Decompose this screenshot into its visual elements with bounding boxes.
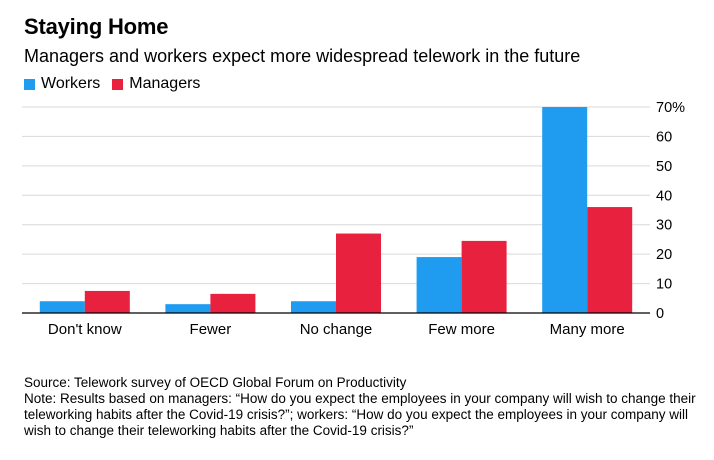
x-tick-label-3: Few more [428, 321, 495, 338]
chart-subtitle: Managers and workers expect more widespr… [24, 46, 581, 66]
y-tick-label-30: 30 [656, 218, 672, 234]
bar-workers-1 [165, 304, 211, 313]
x-tick-label-4: Many more [550, 321, 625, 338]
bar-managers-0 [84, 290, 130, 313]
y-tick-label-0: 0 [656, 306, 664, 322]
legend-swatch-managers [112, 78, 124, 90]
legend-item-workers: Workers [24, 75, 100, 93]
y-tick-label-10: 10 [656, 277, 672, 293]
x-tick-label-1: Fewer [190, 321, 232, 338]
legend-label-managers: Managers [129, 75, 201, 92]
methodology-note: Note: Results based on managers: “How do… [24, 391, 696, 438]
legend-swatch-workers [24, 78, 35, 90]
legend-label-workers: Workers [41, 75, 101, 92]
x-tick-label-0: Don't know [48, 321, 122, 338]
y-tick-label-20: 20 [656, 247, 672, 263]
y-tick-label-70: 70% [656, 100, 685, 116]
bar-workers-0 [39, 301, 85, 313]
bar-workers-2 [291, 301, 336, 313]
bar-workers-3 [416, 257, 462, 313]
bar-chart: 0 10 20 30 40 50 60 70% Don't know Fewer No change… [22, 100, 685, 338]
footer: Source: Telework survey of OECD Global F… [24, 375, 704, 439]
legend-item-managers: Managers [112, 75, 200, 93]
legend: Workers Managers [24, 75, 212, 93]
bar-managers-4 [587, 207, 633, 313]
y-tick-label-60: 60 [656, 129, 672, 145]
x-tick-label-2: No change [300, 321, 373, 338]
chart-title: Staying Home [24, 14, 169, 39]
y-tick-label-50: 50 [656, 159, 672, 175]
bar-managers-2 [336, 233, 381, 313]
bar-workers-4 [542, 107, 588, 313]
bar-managers-1 [210, 293, 256, 313]
y-tick-label-40: 40 [656, 188, 672, 204]
bar-managers-3 [461, 240, 507, 313]
source-note: Source: Telework survey of OECD Global F… [24, 375, 407, 390]
